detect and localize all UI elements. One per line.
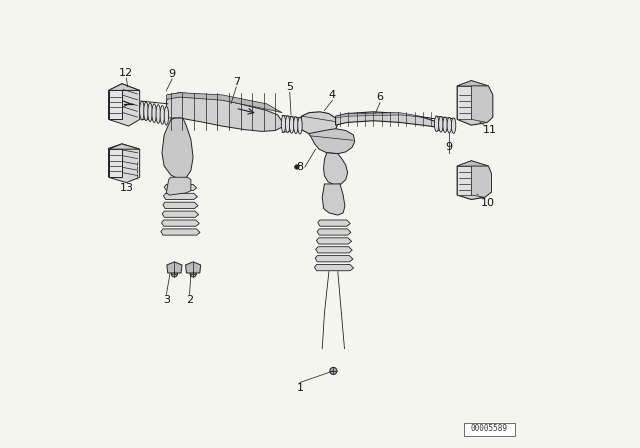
Ellipse shape <box>160 106 164 124</box>
Polygon shape <box>166 93 282 131</box>
Polygon shape <box>163 193 197 199</box>
Polygon shape <box>472 86 493 122</box>
Circle shape <box>330 367 337 375</box>
Polygon shape <box>457 81 493 125</box>
Ellipse shape <box>156 105 161 123</box>
Polygon shape <box>109 144 140 149</box>
Text: 6: 6 <box>376 92 383 102</box>
Polygon shape <box>166 93 282 113</box>
Circle shape <box>190 271 196 277</box>
Polygon shape <box>164 185 196 190</box>
Polygon shape <box>161 220 199 226</box>
Ellipse shape <box>285 116 290 133</box>
Polygon shape <box>314 264 354 271</box>
Text: 9: 9 <box>445 142 452 152</box>
Polygon shape <box>457 81 488 86</box>
FancyBboxPatch shape <box>464 423 515 436</box>
Ellipse shape <box>451 118 456 134</box>
Text: 3: 3 <box>163 295 170 305</box>
Polygon shape <box>457 161 492 199</box>
Polygon shape <box>109 149 122 177</box>
Text: 11: 11 <box>483 125 497 134</box>
Text: 9: 9 <box>168 69 176 78</box>
Ellipse shape <box>281 116 285 132</box>
Polygon shape <box>167 262 182 273</box>
Ellipse shape <box>289 116 294 133</box>
Polygon shape <box>322 184 345 215</box>
Ellipse shape <box>443 117 447 133</box>
Polygon shape <box>457 161 488 166</box>
Polygon shape <box>335 112 436 127</box>
Polygon shape <box>186 262 201 273</box>
Polygon shape <box>109 90 122 119</box>
Text: 4: 4 <box>329 90 336 100</box>
Ellipse shape <box>152 104 156 122</box>
Polygon shape <box>163 202 198 208</box>
Text: 8: 8 <box>296 162 303 172</box>
Polygon shape <box>315 256 353 262</box>
Text: 7: 7 <box>233 77 240 86</box>
Text: 10: 10 <box>481 198 495 208</box>
Ellipse shape <box>447 117 452 133</box>
Text: 12: 12 <box>119 68 133 78</box>
Ellipse shape <box>148 103 152 121</box>
Polygon shape <box>335 113 436 119</box>
Polygon shape <box>472 166 492 197</box>
Circle shape <box>294 165 299 169</box>
Text: 13: 13 <box>119 183 133 194</box>
Ellipse shape <box>144 102 148 121</box>
Polygon shape <box>109 84 140 126</box>
Polygon shape <box>109 84 140 90</box>
Polygon shape <box>457 86 472 119</box>
Ellipse shape <box>140 101 144 120</box>
Polygon shape <box>318 220 350 226</box>
Polygon shape <box>162 211 198 217</box>
Circle shape <box>172 271 177 277</box>
Polygon shape <box>309 129 355 154</box>
Ellipse shape <box>435 116 439 132</box>
Polygon shape <box>109 144 140 183</box>
Ellipse shape <box>164 107 168 125</box>
Ellipse shape <box>298 117 302 134</box>
Polygon shape <box>162 118 193 180</box>
Polygon shape <box>317 229 351 235</box>
Text: 1: 1 <box>296 383 303 393</box>
Polygon shape <box>166 177 191 195</box>
Polygon shape <box>457 166 472 195</box>
Polygon shape <box>316 238 351 244</box>
Ellipse shape <box>308 116 330 130</box>
Polygon shape <box>316 247 352 253</box>
Polygon shape <box>324 153 348 185</box>
Ellipse shape <box>294 116 298 134</box>
Polygon shape <box>301 112 338 135</box>
Text: 2: 2 <box>186 295 193 305</box>
Polygon shape <box>161 229 200 235</box>
Text: 00005589: 00005589 <box>470 424 508 433</box>
Text: 5: 5 <box>286 82 293 92</box>
Ellipse shape <box>438 116 443 132</box>
